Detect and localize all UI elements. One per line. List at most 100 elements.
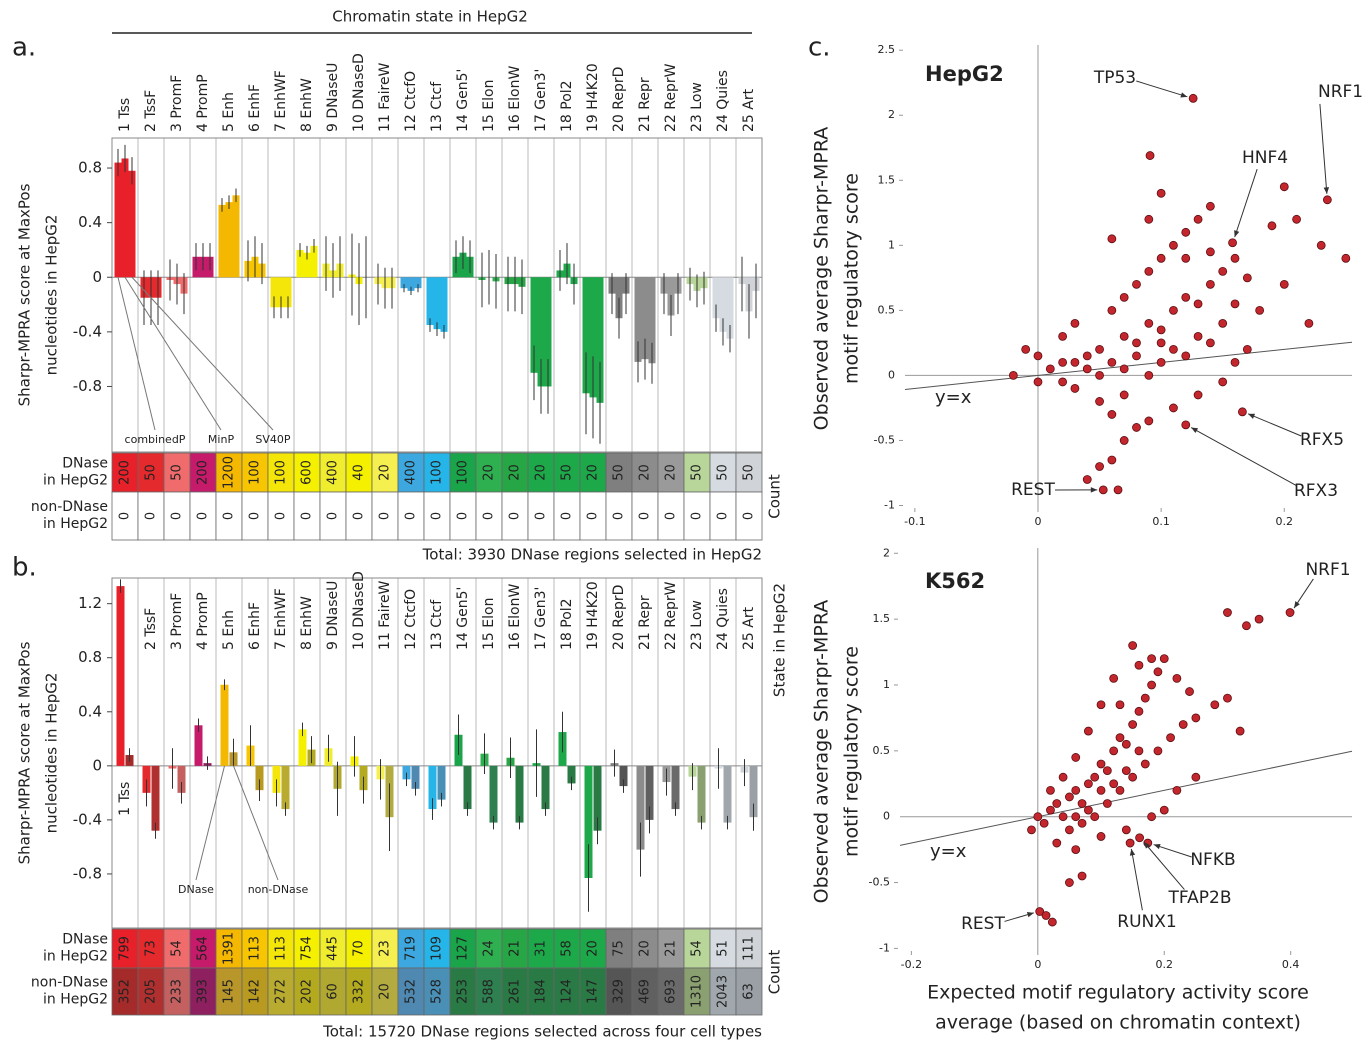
point (1304, 318, 1314, 328)
annotation-label: TFAP2B (1168, 888, 1232, 908)
count-value: 54 (690, 940, 705, 957)
category-label: 8 EnhW (299, 78, 315, 132)
arrow-head (1143, 842, 1151, 849)
count-value: 0 (196, 512, 211, 520)
count-cell (579, 967, 607, 1016)
point (1279, 279, 1289, 289)
count-value: 63 (742, 983, 757, 1000)
series-connector (117, 277, 156, 431)
count-value: 0 (508, 512, 523, 520)
point (1205, 338, 1215, 348)
count-cell (371, 491, 399, 541)
count-value: 40 (352, 464, 367, 481)
arrow-head (1323, 187, 1330, 194)
point (1191, 772, 1201, 782)
count-value: 202 (300, 979, 315, 1004)
count-cell (449, 452, 477, 493)
point (1096, 700, 1106, 710)
y-tick-label: 1 (883, 678, 890, 691)
point (1169, 403, 1178, 413)
identity-line (904, 341, 1353, 390)
count-cell (449, 967, 477, 1016)
bar (277, 277, 285, 308)
count-value: 0 (430, 512, 445, 520)
count-value: 400 (404, 460, 419, 485)
count-value: 205 (144, 979, 159, 1004)
count-value: 329 (612, 979, 627, 1004)
bar (281, 765, 290, 810)
count-value: 142 (248, 979, 263, 1004)
point (1144, 371, 1154, 380)
count-cell (501, 928, 529, 969)
point (1109, 779, 1119, 789)
bar (582, 277, 590, 394)
point (1156, 338, 1166, 348)
identity-label: y=x (930, 841, 967, 862)
count-value: 113 (248, 936, 263, 961)
point (1218, 318, 1228, 328)
bar (220, 684, 229, 766)
point (1156, 253, 1166, 263)
arrow-head (1234, 230, 1240, 238)
count-value: 23 (378, 940, 393, 957)
count-value: 445 (326, 936, 341, 961)
point (1181, 351, 1191, 361)
bar (426, 277, 434, 326)
point (1096, 759, 1106, 769)
bar (615, 277, 623, 319)
category-label: 21 Repr (637, 77, 653, 132)
point (1159, 654, 1169, 664)
count-cell (631, 967, 659, 1016)
count-cell (163, 967, 191, 1016)
count-cell (423, 967, 451, 1016)
y-tick-label: 0 (883, 810, 890, 823)
category-label: 22 ReprW (663, 581, 679, 650)
bar (225, 202, 233, 278)
series-label: DNase (178, 883, 214, 896)
point (1178, 720, 1188, 729)
count-value: 73 (144, 940, 159, 957)
point (1181, 227, 1191, 237)
annotation-arrow (1153, 844, 1192, 858)
bar (298, 729, 307, 766)
series-label: SV40P (255, 433, 291, 446)
count-cell (527, 928, 555, 969)
point (1132, 423, 1141, 432)
series-connector (124, 276, 222, 431)
point (1083, 805, 1093, 815)
category-label: 5 Enh (221, 610, 237, 650)
bar (541, 765, 550, 810)
point (1223, 693, 1232, 703)
count-value: 0 (560, 512, 575, 520)
category-label: 8 EnhW (299, 596, 315, 650)
arrow-head (1153, 843, 1161, 850)
category-label: 19 H4K20 (585, 581, 601, 650)
point (1033, 377, 1043, 387)
point (1147, 654, 1157, 664)
category-label: 25 Art (741, 88, 757, 132)
category-label: 16 ElonW (507, 584, 523, 650)
point (1128, 720, 1138, 729)
point (1115, 733, 1125, 743)
count-value: 124 (560, 979, 575, 1004)
bar (194, 725, 203, 766)
count-cell (605, 491, 633, 541)
category-label: 19 H4K20 (585, 63, 601, 132)
point (1218, 377, 1228, 387)
x-axis-label: Expected motif regulatory activity score (927, 982, 1309, 1004)
count-value: 393 (196, 979, 211, 1004)
point (1144, 318, 1154, 328)
row-label: DNase (62, 456, 108, 472)
count-cell (735, 928, 763, 969)
count-cell (397, 928, 425, 969)
bar (671, 765, 680, 810)
category-label: 6 EnhF (247, 602, 263, 650)
point (1098, 485, 1108, 495)
count-cell (683, 928, 711, 969)
count-cell (683, 491, 711, 541)
bar (272, 765, 281, 793)
point (1033, 351, 1043, 361)
count-value: 20 (638, 464, 653, 481)
series-connector (131, 276, 274, 431)
count-value: 50 (690, 464, 705, 481)
